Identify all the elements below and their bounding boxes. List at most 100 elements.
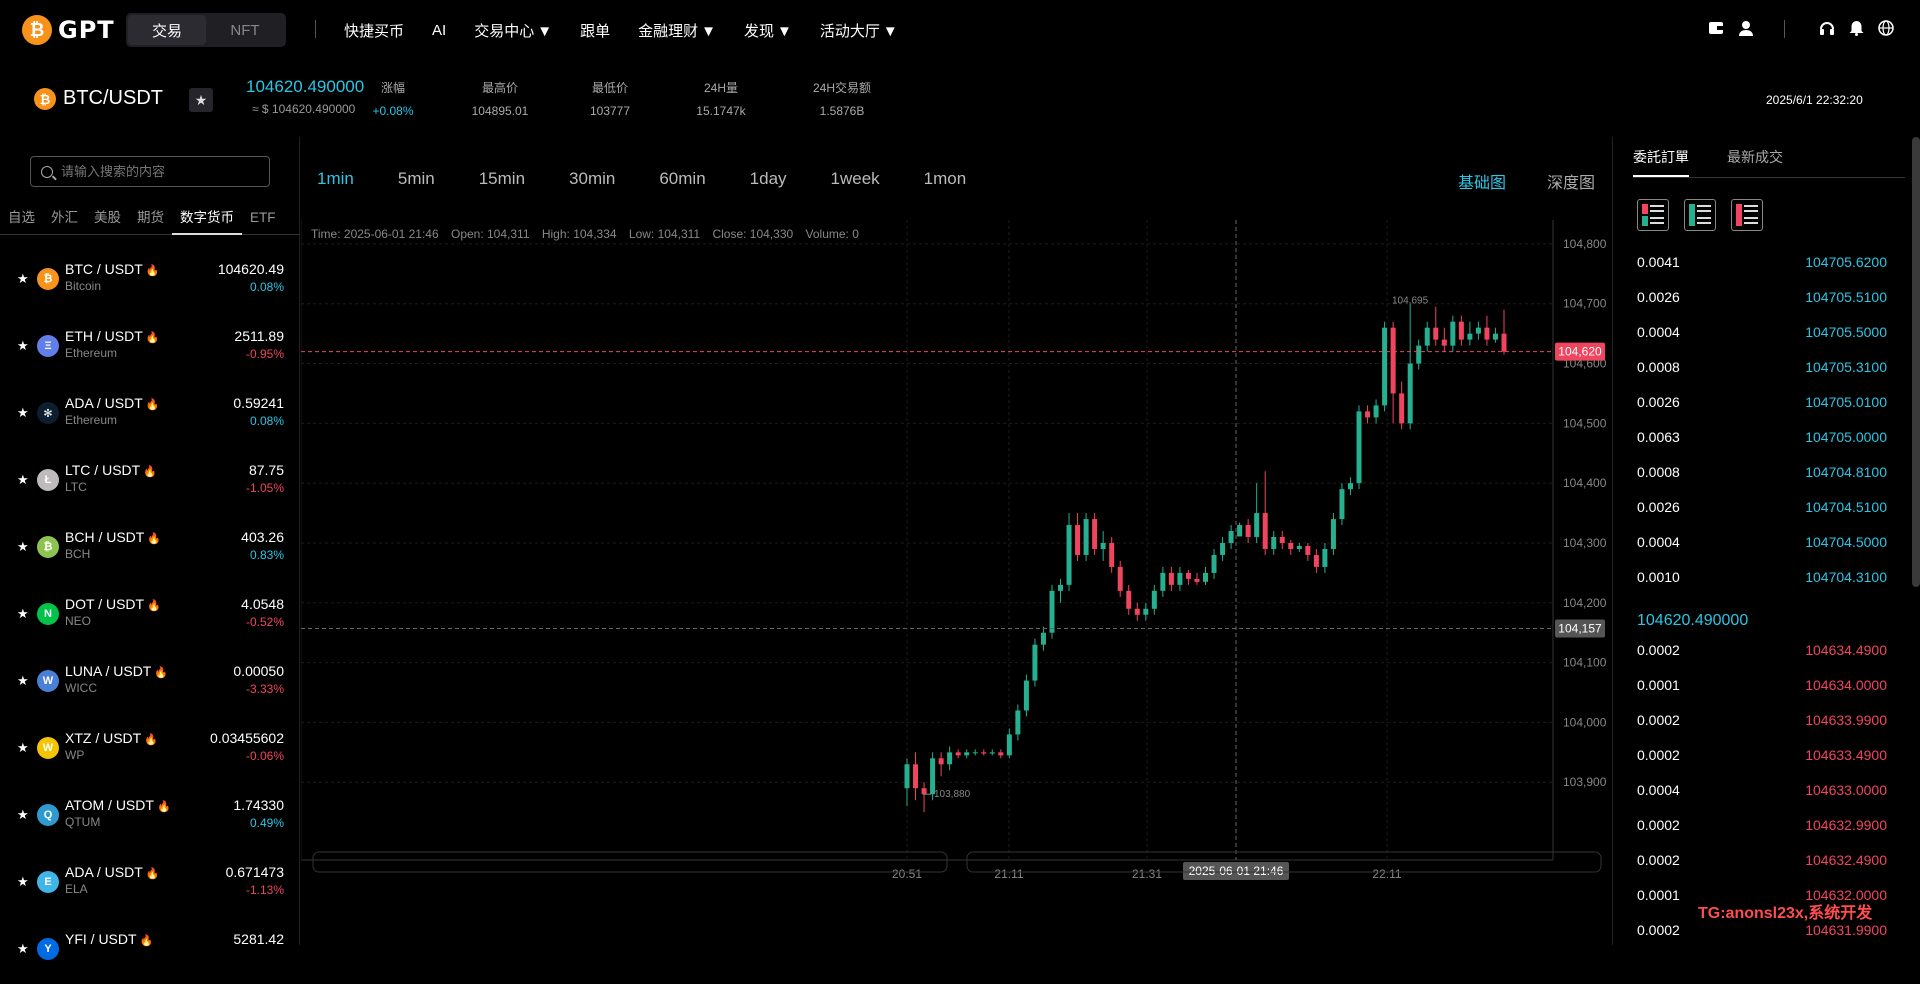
candle-body[interactable]	[1160, 572, 1166, 591]
favorite-star-icon[interactable]: ★	[17, 539, 29, 554]
category-tab[interactable]: 美股	[94, 209, 121, 225]
candle-body[interactable]	[921, 788, 927, 795]
candle-body[interactable]	[1390, 327, 1396, 394]
market-row[interactable]: ★ E ADA / USDT 🔥 ELA 0.671473 -1.13%	[0, 850, 300, 917]
candle-body[interactable]	[1006, 734, 1012, 756]
candle-body[interactable]	[1100, 542, 1106, 549]
orderbook-row[interactable]: 0.0002 104633.4900	[1637, 747, 1887, 763]
orderbook-row[interactable]: 0.0026 104705.0100	[1637, 394, 1887, 410]
candle-body[interactable]	[904, 764, 910, 789]
candle-body[interactable]	[955, 752, 961, 756]
candle-body[interactable]	[964, 752, 970, 756]
interval-tab[interactable]: 1week	[830, 169, 880, 188]
orderbook-row[interactable]: 0.0002 104632.9900	[1637, 817, 1887, 833]
market-row[interactable]: ★ Y YFI / USDT 🔥 5281.42	[0, 917, 300, 984]
candle-body[interactable]	[1075, 525, 1081, 555]
candle-body[interactable]	[1245, 525, 1251, 538]
candle-body[interactable]	[1032, 644, 1038, 681]
tab-entrusted-orders[interactable]: 委託訂單	[1633, 147, 1689, 177]
bell-icon[interactable]	[1846, 18, 1866, 38]
candle-body[interactable]	[998, 752, 1004, 756]
candle-body[interactable]	[1492, 333, 1498, 340]
interval-tab[interactable]: 30min	[569, 169, 616, 188]
candle-body[interactable]	[1151, 590, 1157, 609]
orderbook-row[interactable]: 0.0002 104631.9900	[1637, 922, 1887, 938]
interval-tab[interactable]: 60min	[659, 169, 706, 188]
candle-body[interactable]	[1424, 327, 1430, 346]
favorite-star-icon[interactable]: ★	[17, 807, 29, 822]
favorite-star-icon[interactable]: ★	[17, 606, 29, 621]
favorite-star-icon[interactable]: ★	[17, 740, 29, 755]
candle-body[interactable]	[1373, 405, 1379, 418]
orderbook-row[interactable]: 0.0010 104704.3100	[1637, 569, 1887, 585]
candle-body[interactable]	[1416, 345, 1422, 364]
candle-body[interactable]	[1458, 321, 1464, 340]
nav-item-0[interactable]: 快捷买币	[344, 20, 404, 41]
candle-body[interactable]	[1040, 632, 1046, 645]
orderbook-row[interactable]: 0.0001 104632.0000	[1637, 887, 1887, 903]
candle-body[interactable]	[1228, 531, 1234, 543]
candle-body[interactable]	[981, 752, 987, 754]
candle-body[interactable]	[913, 764, 919, 789]
candle-body[interactable]	[1279, 537, 1285, 543]
tab-latest-trades[interactable]: 最新成交	[1727, 149, 1783, 165]
search-input[interactable]	[61, 164, 241, 179]
view-depth-tab[interactable]: 深度图	[1547, 175, 1596, 192]
orderbook-row[interactable]: 0.0002 104633.9900	[1637, 712, 1887, 728]
candle-body[interactable]	[1049, 590, 1055, 633]
candle-body[interactable]	[1501, 333, 1507, 352]
interval-tab[interactable]: 1mon	[923, 169, 967, 188]
candle-body[interactable]	[1347, 483, 1353, 490]
candle-body[interactable]	[1015, 710, 1021, 735]
candle-body[interactable]	[1237, 525, 1243, 537]
candle-body[interactable]	[1143, 608, 1149, 615]
orderbook-row[interactable]: 0.0063 104705.0000	[1637, 429, 1887, 445]
candle-body[interactable]	[1382, 327, 1388, 406]
candle-body[interactable]	[1168, 572, 1174, 585]
mode-trade-tab[interactable]: 交易	[128, 15, 206, 45]
candle-body[interactable]	[1288, 542, 1294, 549]
candle-body[interactable]	[989, 752, 995, 754]
market-row[interactable]: ★ Q ATOM / USDT 🔥 QTUM 1.74330 0.49%	[0, 783, 300, 850]
favorite-star-icon[interactable]: ★	[17, 338, 29, 353]
candle-body[interactable]	[1330, 519, 1336, 549]
candle-body[interactable]	[1066, 525, 1072, 585]
logo[interactable]: ₿ GPT	[22, 15, 115, 45]
candle-body[interactable]	[1254, 513, 1260, 538]
candle-body[interactable]	[938, 758, 944, 765]
candle-body[interactable]	[1475, 327, 1481, 334]
candle-body[interactable]	[1484, 327, 1490, 340]
interval-tab[interactable]: 15min	[478, 169, 526, 188]
globe-icon[interactable]	[1876, 18, 1896, 38]
candle-body[interactable]	[947, 752, 953, 765]
candle-body[interactable]	[1322, 548, 1328, 567]
favorite-star-icon[interactable]: ★	[17, 405, 29, 420]
orderbook-row[interactable]: 0.0004 104704.5000	[1637, 534, 1887, 550]
candle-body[interactable]	[930, 758, 936, 795]
candle-body[interactable]	[972, 752, 978, 754]
market-row[interactable]: ★ W LUNA / USDT 🔥 WICC 0.00050 -3.33%	[0, 649, 300, 716]
nav-item-5[interactable]: 发现 ▼	[744, 20, 792, 41]
candle-body[interactable]	[1092, 519, 1098, 549]
candle-body[interactable]	[1023, 680, 1029, 711]
market-row[interactable]: ★ ₿ BCH / USDT 🔥 BCH 403.26 0.83%	[0, 515, 300, 582]
candle-body[interactable]	[1467, 333, 1473, 340]
orderbook-row[interactable]: 0.0026 104704.5100	[1637, 499, 1887, 515]
view-basic-tab[interactable]: 基础图	[1458, 175, 1507, 192]
nav-item-2[interactable]: 交易中心 ▼	[474, 20, 552, 41]
interval-tab[interactable]: 1min	[317, 169, 354, 188]
nav-item-1[interactable]: AI	[432, 22, 446, 39]
nav-item-3[interactable]: 跟单	[580, 20, 610, 41]
candle-body[interactable]	[1134, 608, 1140, 615]
page-scrollbar[interactable]	[1912, 137, 1920, 587]
category-tab[interactable]: 自选	[8, 209, 35, 225]
candle-body[interactable]	[1185, 572, 1191, 579]
candle-body[interactable]	[1058, 584, 1064, 591]
candle-body[interactable]	[1339, 489, 1345, 520]
candle-body[interactable]	[1177, 572, 1183, 585]
orderbook-row[interactable]: 0.0008 104705.3100	[1637, 359, 1887, 375]
candle-body[interactable]	[1305, 545, 1311, 555]
layout-bids-icon[interactable]	[1684, 199, 1716, 231]
candle-body[interactable]	[1117, 566, 1123, 591]
candle-body[interactable]	[1211, 554, 1217, 573]
